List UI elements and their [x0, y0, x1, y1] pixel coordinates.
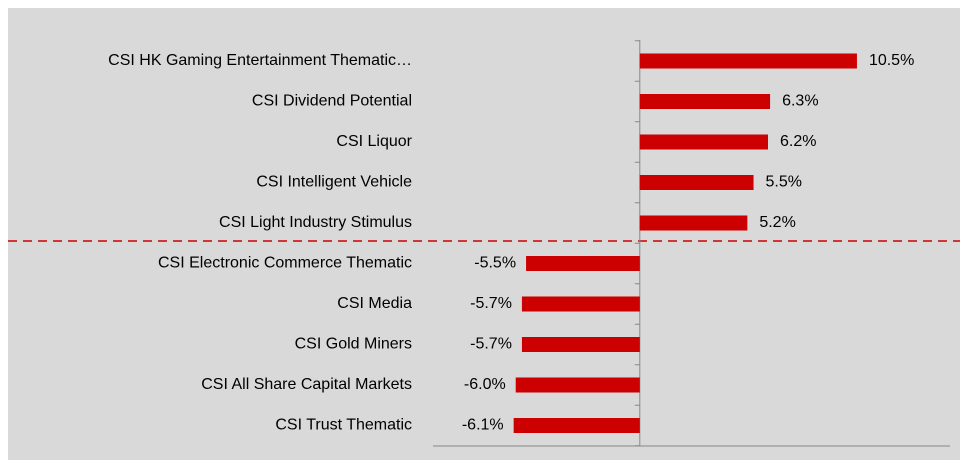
value-label: -5.7%: [470, 295, 512, 312]
category-label: CSI Liquor: [336, 133, 412, 150]
category-label: CSI Dividend Potential: [252, 93, 412, 110]
category-label: CSI Gold Miners: [295, 336, 412, 353]
category-label: CSI Electronic Commerce Thematic: [158, 255, 412, 272]
category-label: CSI Trust Thematic: [275, 417, 412, 434]
category-label: CSI Media: [337, 295, 412, 312]
bar: [526, 256, 640, 271]
value-label: 10.5%: [869, 52, 914, 69]
bar: [521, 296, 640, 312]
category-label: CSI HK Gaming Entertainment Thematic…: [108, 52, 412, 69]
bar: [639, 94, 771, 109]
bar: [639, 175, 754, 190]
category-label: CSI All Share Capital Markets: [201, 376, 412, 393]
value-label: -6.0%: [464, 376, 506, 393]
value-label: 6.2%: [780, 133, 816, 150]
bar: [515, 377, 640, 393]
value-label: -5.7%: [470, 336, 512, 353]
bar: [521, 337, 640, 352]
value-label: 5.2%: [759, 214, 795, 231]
value-label: 6.3%: [782, 93, 818, 110]
value-label: 5.5%: [766, 174, 802, 191]
bar: [639, 215, 748, 231]
chart-background: [8, 8, 960, 460]
value-label: -5.5%: [474, 255, 516, 272]
bar: [513, 418, 640, 433]
category-label: CSI Intelligent Vehicle: [256, 174, 412, 191]
value-label: -6.1%: [462, 417, 504, 434]
category-label: CSI Light Industry Stimulus: [219, 214, 412, 231]
bar: [639, 53, 857, 69]
bar: [639, 134, 769, 150]
